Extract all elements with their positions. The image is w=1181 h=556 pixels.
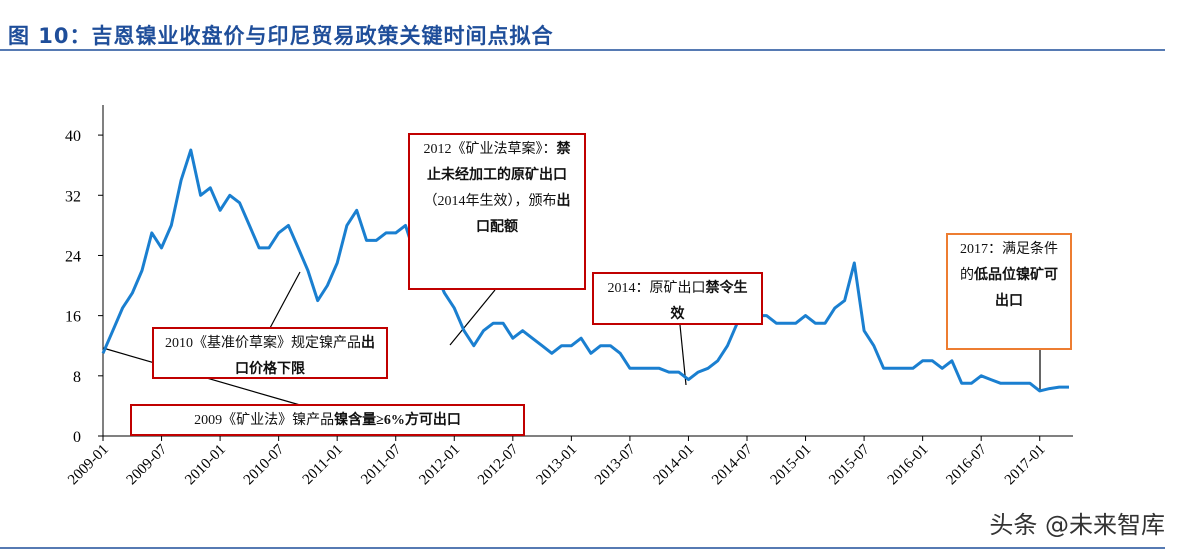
annotation-text: 禁止未经加工的原矿出口 xyxy=(427,142,571,183)
x-tick-label: 2016-07 xyxy=(943,441,990,488)
annotation-text: 2014：原矿出口 xyxy=(607,281,706,296)
x-tick-label: 2017-01 xyxy=(1002,442,1049,489)
annotation-text: 镍含量≥6%方可出口 xyxy=(334,413,461,428)
x-tick-label: 2012-07 xyxy=(475,441,522,488)
x-tick-label: 2014-07 xyxy=(709,441,756,488)
x-tick-label: 2009-07 xyxy=(124,441,171,488)
watermark: 头条 @未来智库 xyxy=(989,511,1165,539)
annotation-text: 2017：满足条件的 xyxy=(960,242,1058,283)
x-tick-label: 2011-01 xyxy=(300,442,346,488)
y-tick-label: 16 xyxy=(65,309,81,326)
x-tick-label: 2009-01 xyxy=(65,442,112,489)
annotation-text: 2012《矿业法草案》： xyxy=(423,142,557,157)
y-tick-label: 0 xyxy=(73,429,81,446)
y-tick-label: 24 xyxy=(65,248,81,265)
x-tick-label: 2015-07 xyxy=(826,441,873,488)
annotation: 2010《基准价草案》规定镍产品出口价格下限 xyxy=(152,327,388,379)
price-line xyxy=(101,148,1069,393)
connector xyxy=(269,271,301,329)
annotation: 2009《矿业法》镍产品镍含量≥6%方可出口 xyxy=(130,404,525,436)
annotation: 2012《矿业法草案》：禁止未经加工的原矿出口 （2014年生效），颁布出口配额 xyxy=(408,133,586,290)
x-tick-label: 2010-07 xyxy=(241,441,288,488)
x-tick-label: 2012-01 xyxy=(416,442,463,489)
annotation-text: 2009《矿业法》镍产品 xyxy=(194,413,335,428)
connector xyxy=(449,289,496,346)
annotation-text: 出口配额 xyxy=(476,194,571,235)
page-title: 图 10：吉恩镍业收盘价与印尼贸易政策关键时间点拟合 xyxy=(8,24,554,48)
annotation: 2014：原矿出口禁令生效 xyxy=(592,272,763,325)
x-tick-label: 2013-07 xyxy=(592,441,639,488)
annotation: 2017：满足条件的低品位镍矿可出口 xyxy=(946,233,1072,350)
x-tick-label: 2010-01 xyxy=(182,442,229,489)
y-tick-label: 8 xyxy=(73,369,81,386)
annotation-text: （2014年生效），颁布 xyxy=(423,194,557,209)
x-tick-label: 2014-01 xyxy=(651,442,698,489)
annotation-text: 2010《基准价草案》规定镍产品 xyxy=(165,336,361,351)
annotation-text: 禁令生效 xyxy=(670,281,748,322)
x-tick-label: 2016-01 xyxy=(885,442,932,489)
annotation-text: 低品位镍矿可出口 xyxy=(974,268,1058,309)
x-tick-label: 2015-01 xyxy=(768,442,815,489)
y-tick-label: 32 xyxy=(65,188,81,205)
y-tick-label: 40 xyxy=(65,128,81,145)
x-tick-label: 2013-01 xyxy=(534,442,581,489)
x-tick-label: 2011-07 xyxy=(358,441,405,488)
annotation-text: 出口价格下限 xyxy=(235,336,375,377)
connector xyxy=(679,324,687,386)
